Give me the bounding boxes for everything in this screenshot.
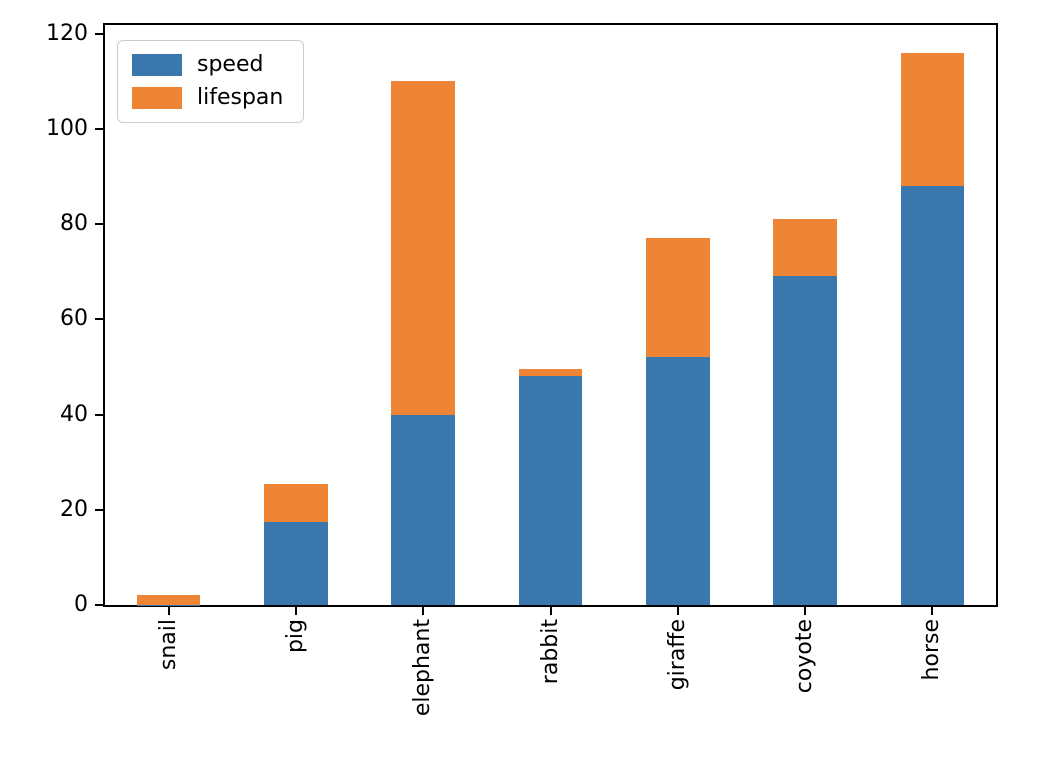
bar-segment-speed-pig [264, 521, 328, 605]
legend-swatch-lifespan [132, 87, 182, 109]
bar-segment-lifespan-coyote [773, 219, 837, 277]
bar-segment-lifespan-snail [136, 595, 201, 605]
bar-segment-speed-rabbit [518, 376, 583, 605]
y-tick-label-80: 80 [60, 211, 88, 237]
x-tick-mark-snail [167, 607, 170, 615]
bar-segment-speed-coyote [773, 276, 837, 605]
y-tick-label-20: 20 [60, 496, 88, 522]
x-tick-mark-rabbit [549, 607, 552, 615]
x-tick-label-elephant: elephant [410, 619, 436, 717]
x-tick-mark-elephant [422, 607, 425, 615]
x-tick-mark-coyote [804, 607, 807, 615]
legend-item-lifespan: lifespan [132, 85, 283, 111]
legend-item-speed: speed [132, 52, 283, 78]
x-tick-mark-giraffe [676, 607, 679, 615]
bar-segment-lifespan-giraffe [645, 238, 710, 358]
legend: speed lifespan [117, 40, 305, 123]
legend-swatch-speed [132, 54, 182, 76]
x-tick-label-snail: snail [155, 619, 181, 671]
bar-segment-lifespan-elephant [391, 81, 456, 415]
legend-label-lifespan: lifespan [197, 85, 284, 110]
y-tick-label-100: 100 [46, 115, 88, 141]
y-tick-mark-80 [95, 223, 103, 226]
x-tick-label-coyote: coyote [792, 619, 818, 694]
bar-segment-lifespan-rabbit [518, 369, 583, 377]
bar-segment-lifespan-horse [900, 52, 965, 186]
y-tick-mark-0 [95, 604, 103, 606]
y-tick-mark-120 [95, 32, 103, 35]
y-tick-label-60: 60 [60, 306, 88, 332]
y-tick-label-0: 0 [74, 592, 88, 617]
bar-segment-speed-giraffe [645, 357, 710, 605]
bar-segment-lifespan-pig [264, 483, 328, 522]
x-tick-label-pig: pig [282, 619, 308, 654]
bar-segment-speed-elephant [391, 414, 456, 605]
x-tick-label-horse: horse [919, 619, 945, 681]
y-tick-mark-100 [95, 127, 103, 130]
y-tick-mark-40 [95, 413, 103, 416]
legend-label-speed: speed [197, 52, 264, 77]
x-tick-label-rabbit: rabbit [537, 619, 563, 685]
x-tick-label-giraffe: giraffe [664, 619, 690, 691]
bar-segment-speed-horse [900, 185, 965, 605]
x-tick-mark-horse [931, 607, 934, 615]
y-tick-mark-20 [95, 508, 103, 511]
x-tick-mark-pig [294, 607, 297, 615]
y-tick-mark-60 [95, 318, 103, 321]
y-tick-label-40: 40 [60, 401, 88, 427]
plot-area: speed lifespan [103, 23, 998, 607]
y-tick-label-120: 120 [46, 20, 88, 46]
